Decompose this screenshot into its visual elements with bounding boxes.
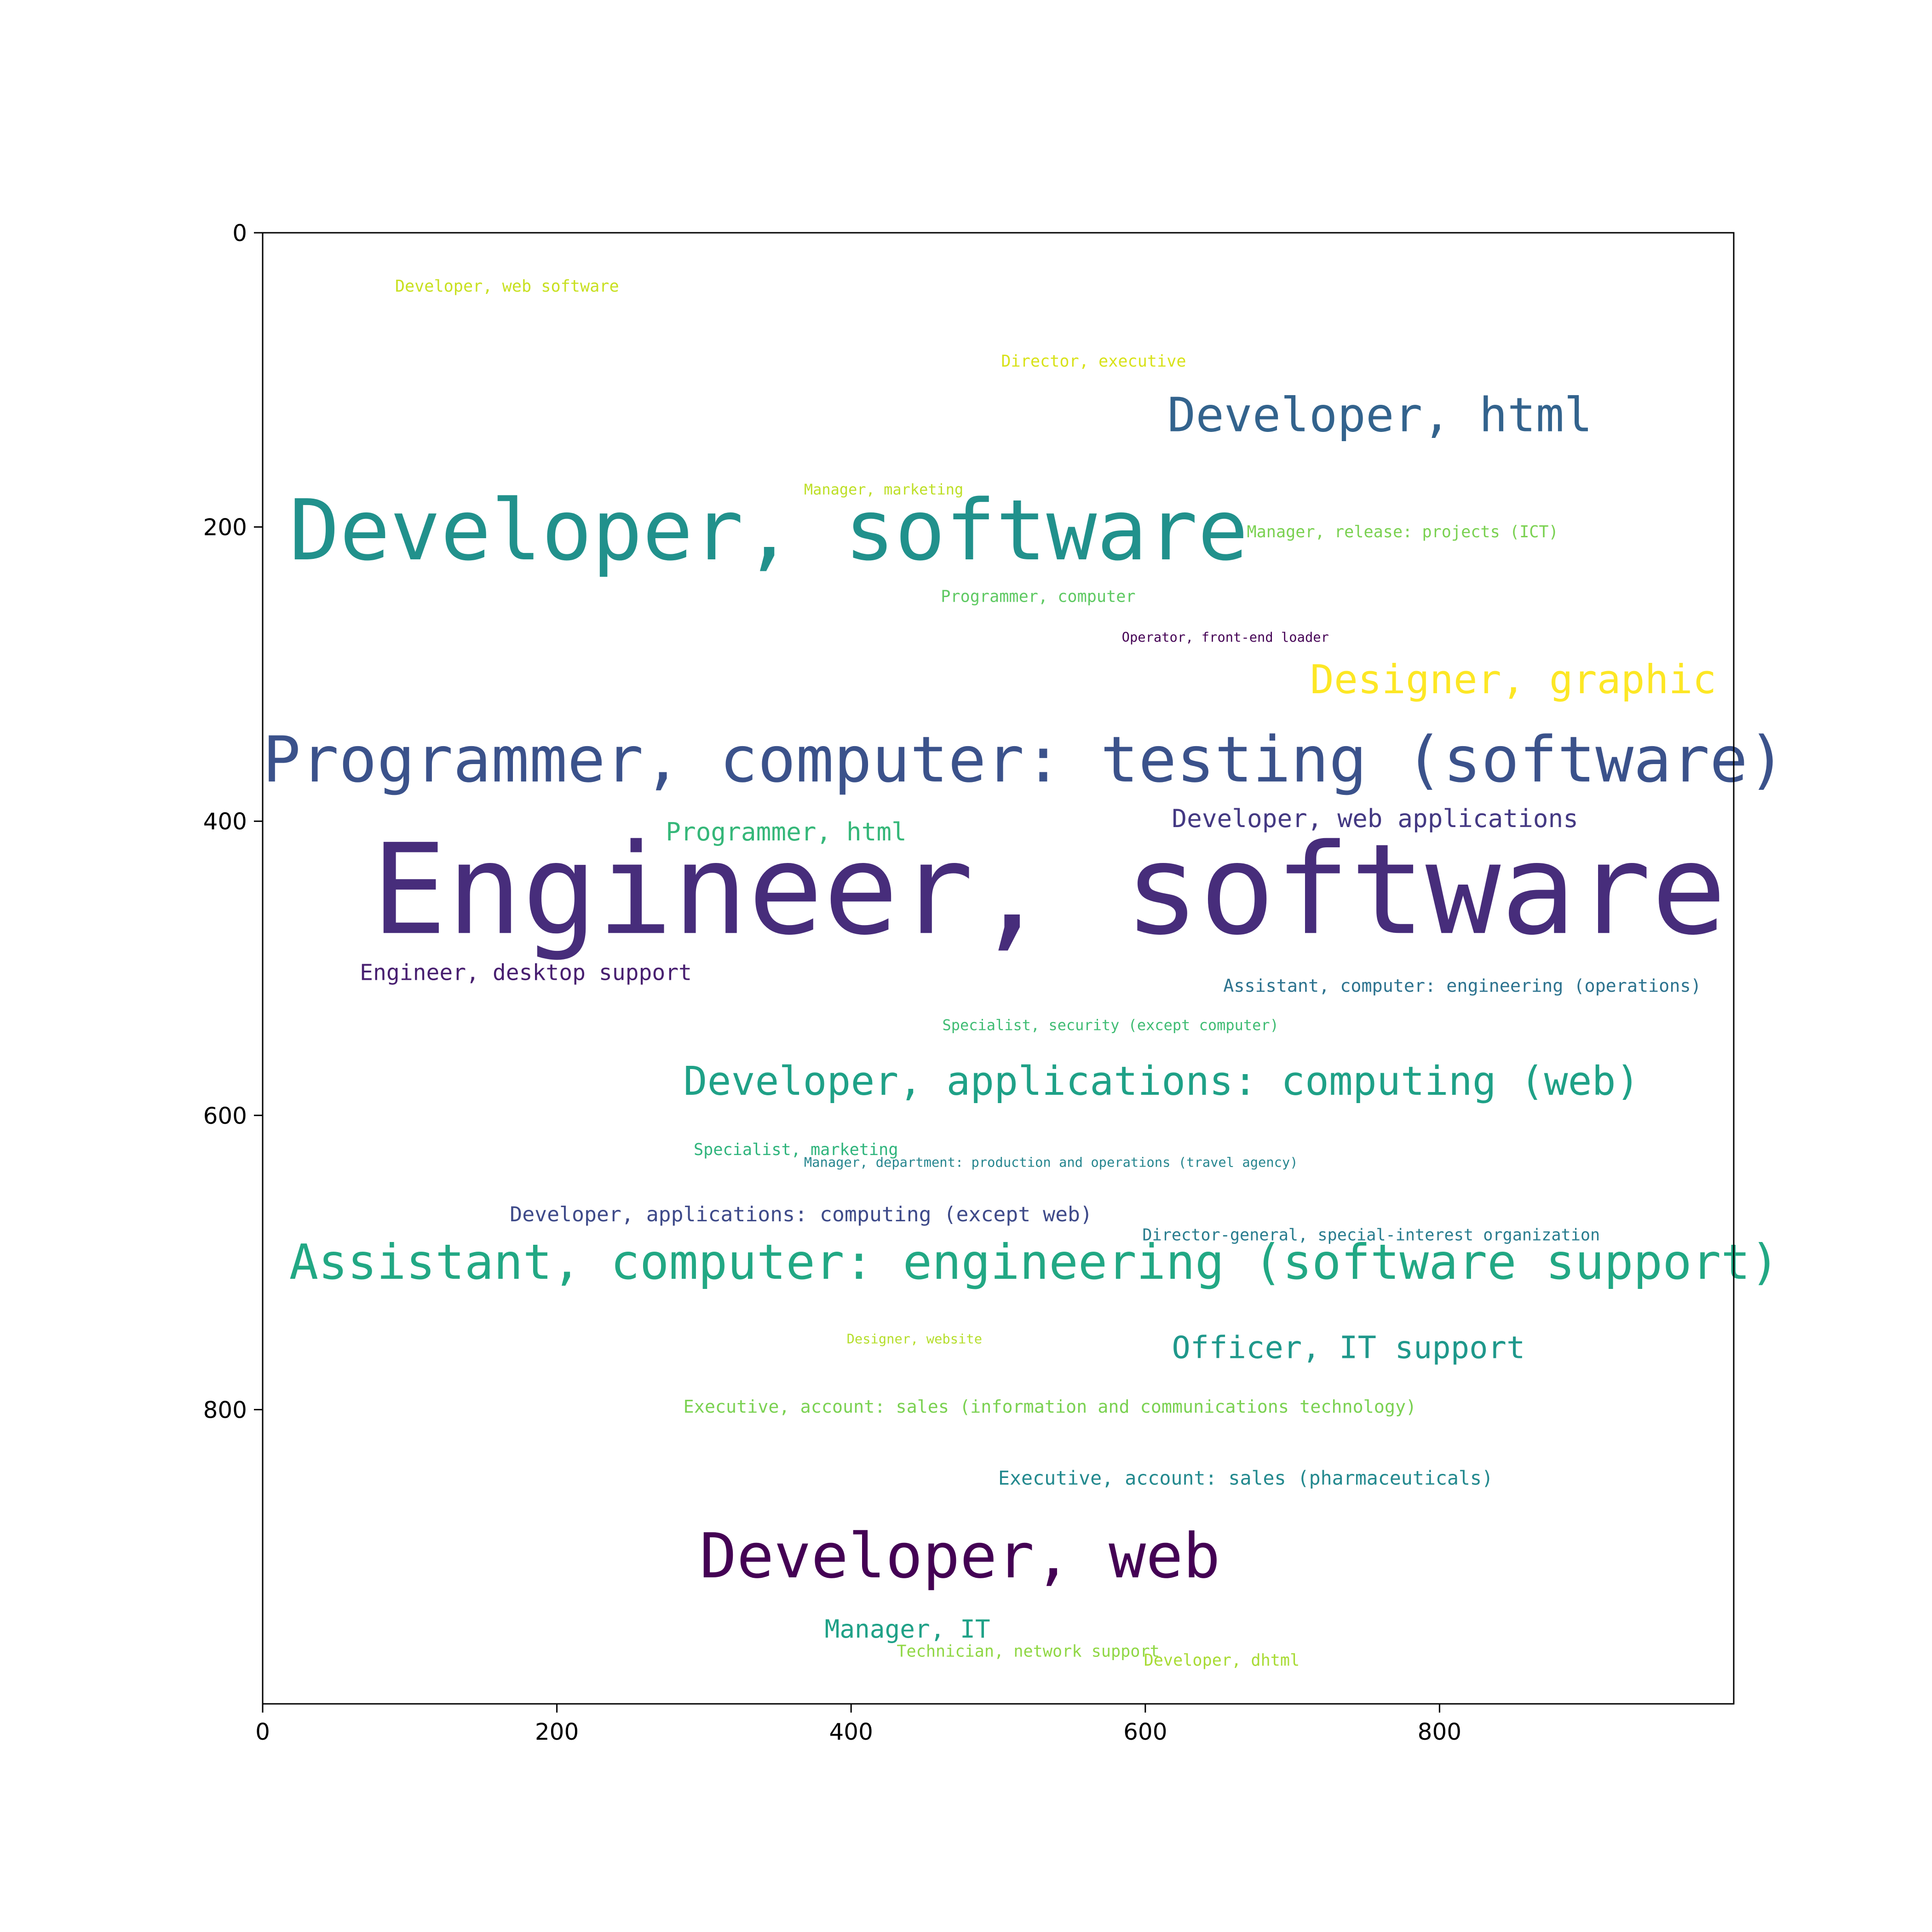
word-27: Manager, IT bbox=[825, 1615, 990, 1644]
x-tick-label-2: 400 bbox=[829, 1719, 873, 1745]
x-tick-label-0: 0 bbox=[255, 1719, 270, 1745]
word-19: Developer, applications: computing (exce… bbox=[510, 1202, 1092, 1226]
word-1: Director, executive bbox=[1001, 352, 1186, 371]
word-13: Engineer, desktop support bbox=[360, 960, 692, 986]
x-tick-label-4: 800 bbox=[1418, 1719, 1461, 1745]
word-3: Manager, marketing bbox=[804, 481, 963, 498]
word-9: Programmer, computer: testing (software) bbox=[263, 723, 1786, 797]
plot-frame bbox=[262, 232, 1735, 1705]
y-tick-label-4: 800 bbox=[203, 1397, 247, 1423]
word-23: Officer, IT support bbox=[1172, 1329, 1525, 1365]
x-tick-label-1: 200 bbox=[535, 1719, 579, 1745]
word-17: Specialist, marketing bbox=[694, 1140, 898, 1159]
x-axis: 0 200 400 600 800 bbox=[255, 1704, 1461, 1745]
word-16: Developer, applications: computing (web) bbox=[684, 1058, 1640, 1104]
word-18: Manager, department: production and oper… bbox=[804, 1155, 1298, 1170]
word-14: Assistant, computer: engineering (operat… bbox=[1223, 976, 1701, 996]
word-layer: Developer, web software Director, executi… bbox=[263, 277, 1786, 1670]
word-0: Developer, web software bbox=[395, 277, 619, 296]
y-tick-label-1: 200 bbox=[203, 514, 247, 541]
x-tick-label-3: 600 bbox=[1123, 1719, 1167, 1745]
word-20: Director-general, special-interest organ… bbox=[1142, 1226, 1600, 1245]
word-10: Developer, web applications bbox=[1172, 804, 1578, 833]
word-28: Technician, network support bbox=[897, 1642, 1159, 1661]
word-29: Developer, dhtml bbox=[1144, 1651, 1300, 1670]
word-8: Designer, graphic bbox=[1310, 657, 1717, 703]
word-7: Operator, front-end loader bbox=[1122, 629, 1329, 645]
word-25: Executive, account: sales (pharmaceutica… bbox=[998, 1466, 1493, 1489]
word-11: Programmer, html bbox=[666, 817, 907, 846]
word-5: Developer, software bbox=[289, 482, 1248, 579]
y-tick-label-3: 600 bbox=[203, 1103, 247, 1129]
y-tick-label-0: 0 bbox=[232, 220, 247, 247]
word-22: Designer, website bbox=[847, 1331, 982, 1346]
word-24: Executive, account: sales (information a… bbox=[684, 1397, 1417, 1417]
y-tick-label-2: 400 bbox=[203, 808, 247, 835]
word-2: Developer, html bbox=[1167, 388, 1593, 443]
word-12: Engineer, software bbox=[372, 817, 1727, 963]
word-21: Assistant, computer: engineering (softwa… bbox=[289, 1234, 1780, 1290]
word-4: Manager, release: projects (ICT) bbox=[1247, 523, 1558, 541]
y-axis: 0 200 400 600 800 bbox=[203, 220, 263, 1423]
word-6: Programmer, computer bbox=[941, 587, 1135, 606]
word-15: Specialist, security (except computer) bbox=[942, 1016, 1278, 1034]
word-26: Developer, web bbox=[700, 1520, 1220, 1592]
